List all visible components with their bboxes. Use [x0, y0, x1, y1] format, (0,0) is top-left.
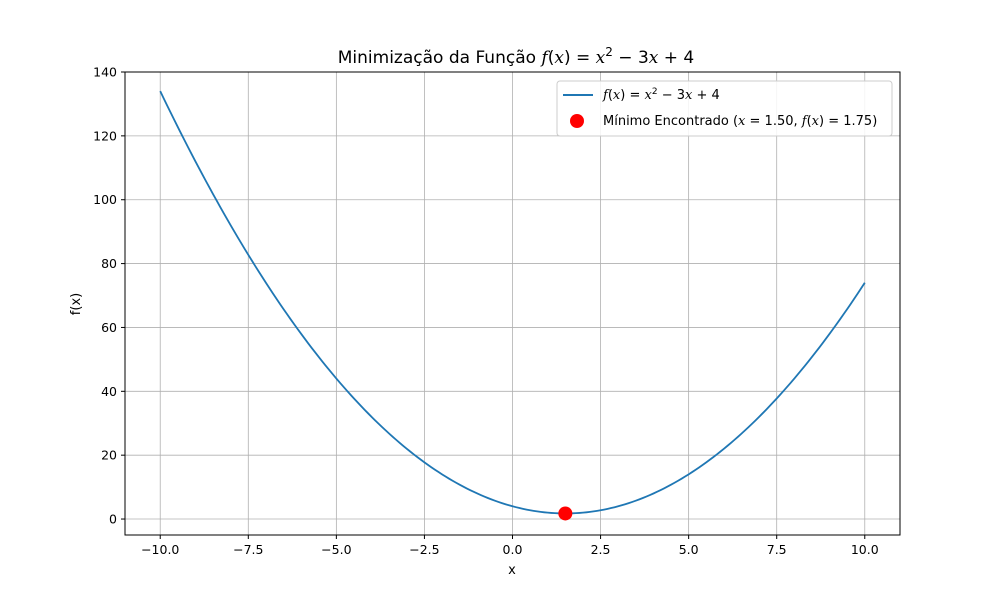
y-tick-label: 40 [101, 384, 117, 399]
x-tick-label: −10.0 [141, 542, 179, 557]
x-tick-label: 10.0 [851, 542, 879, 557]
x-tick-label: −7.5 [233, 542, 263, 557]
y-tick-label: 60 [101, 320, 117, 335]
y-tick-label: 140 [93, 65, 117, 80]
x-tick-label: 0.0 [503, 542, 523, 557]
y-tick-label: 80 [101, 256, 117, 271]
minimum-point [558, 506, 573, 521]
y-tick-label: 120 [93, 128, 117, 143]
legend-line-label: f(x) = x2 − 3x + 4 [602, 87, 720, 103]
points-layer [558, 506, 573, 521]
legend-box [556, 80, 893, 137]
curve-layer [159, 90, 866, 515]
x-tick-label: −5.0 [321, 542, 351, 557]
y-tick-label: 20 [101, 448, 117, 463]
y-tick-label: 0 [109, 512, 117, 527]
series-line [159, 90, 866, 515]
legend-scatter-label: Mínimo Encontrado (x = 1.50, f(x) = 1.75… [603, 114, 877, 129]
y-axis-label: f(x) [69, 293, 84, 315]
y-tick-label: 100 [93, 192, 117, 207]
grid [125, 71, 900, 535]
chart-title: Minimização da Função f(x) = x2 − 3x + 4 [338, 45, 694, 68]
x-tick-label: 2.5 [591, 542, 611, 557]
x-tick-label: 7.5 [767, 542, 787, 557]
x-tick-label: 5.0 [679, 542, 699, 557]
x-tick-label: −2.5 [409, 542, 439, 557]
x-axis-label: x [508, 563, 516, 578]
axis-ticks: −10.0 −7.5 −5.0 −2.5 0.0 2.5 5.0 7.5 10.0 0 20 40 60… [93, 65, 879, 558]
legend-scatter-swatch [570, 114, 584, 128]
legend: f(x) = x2 − 3x + 4 Mínimo Encontrado (x … [556, 80, 893, 137]
